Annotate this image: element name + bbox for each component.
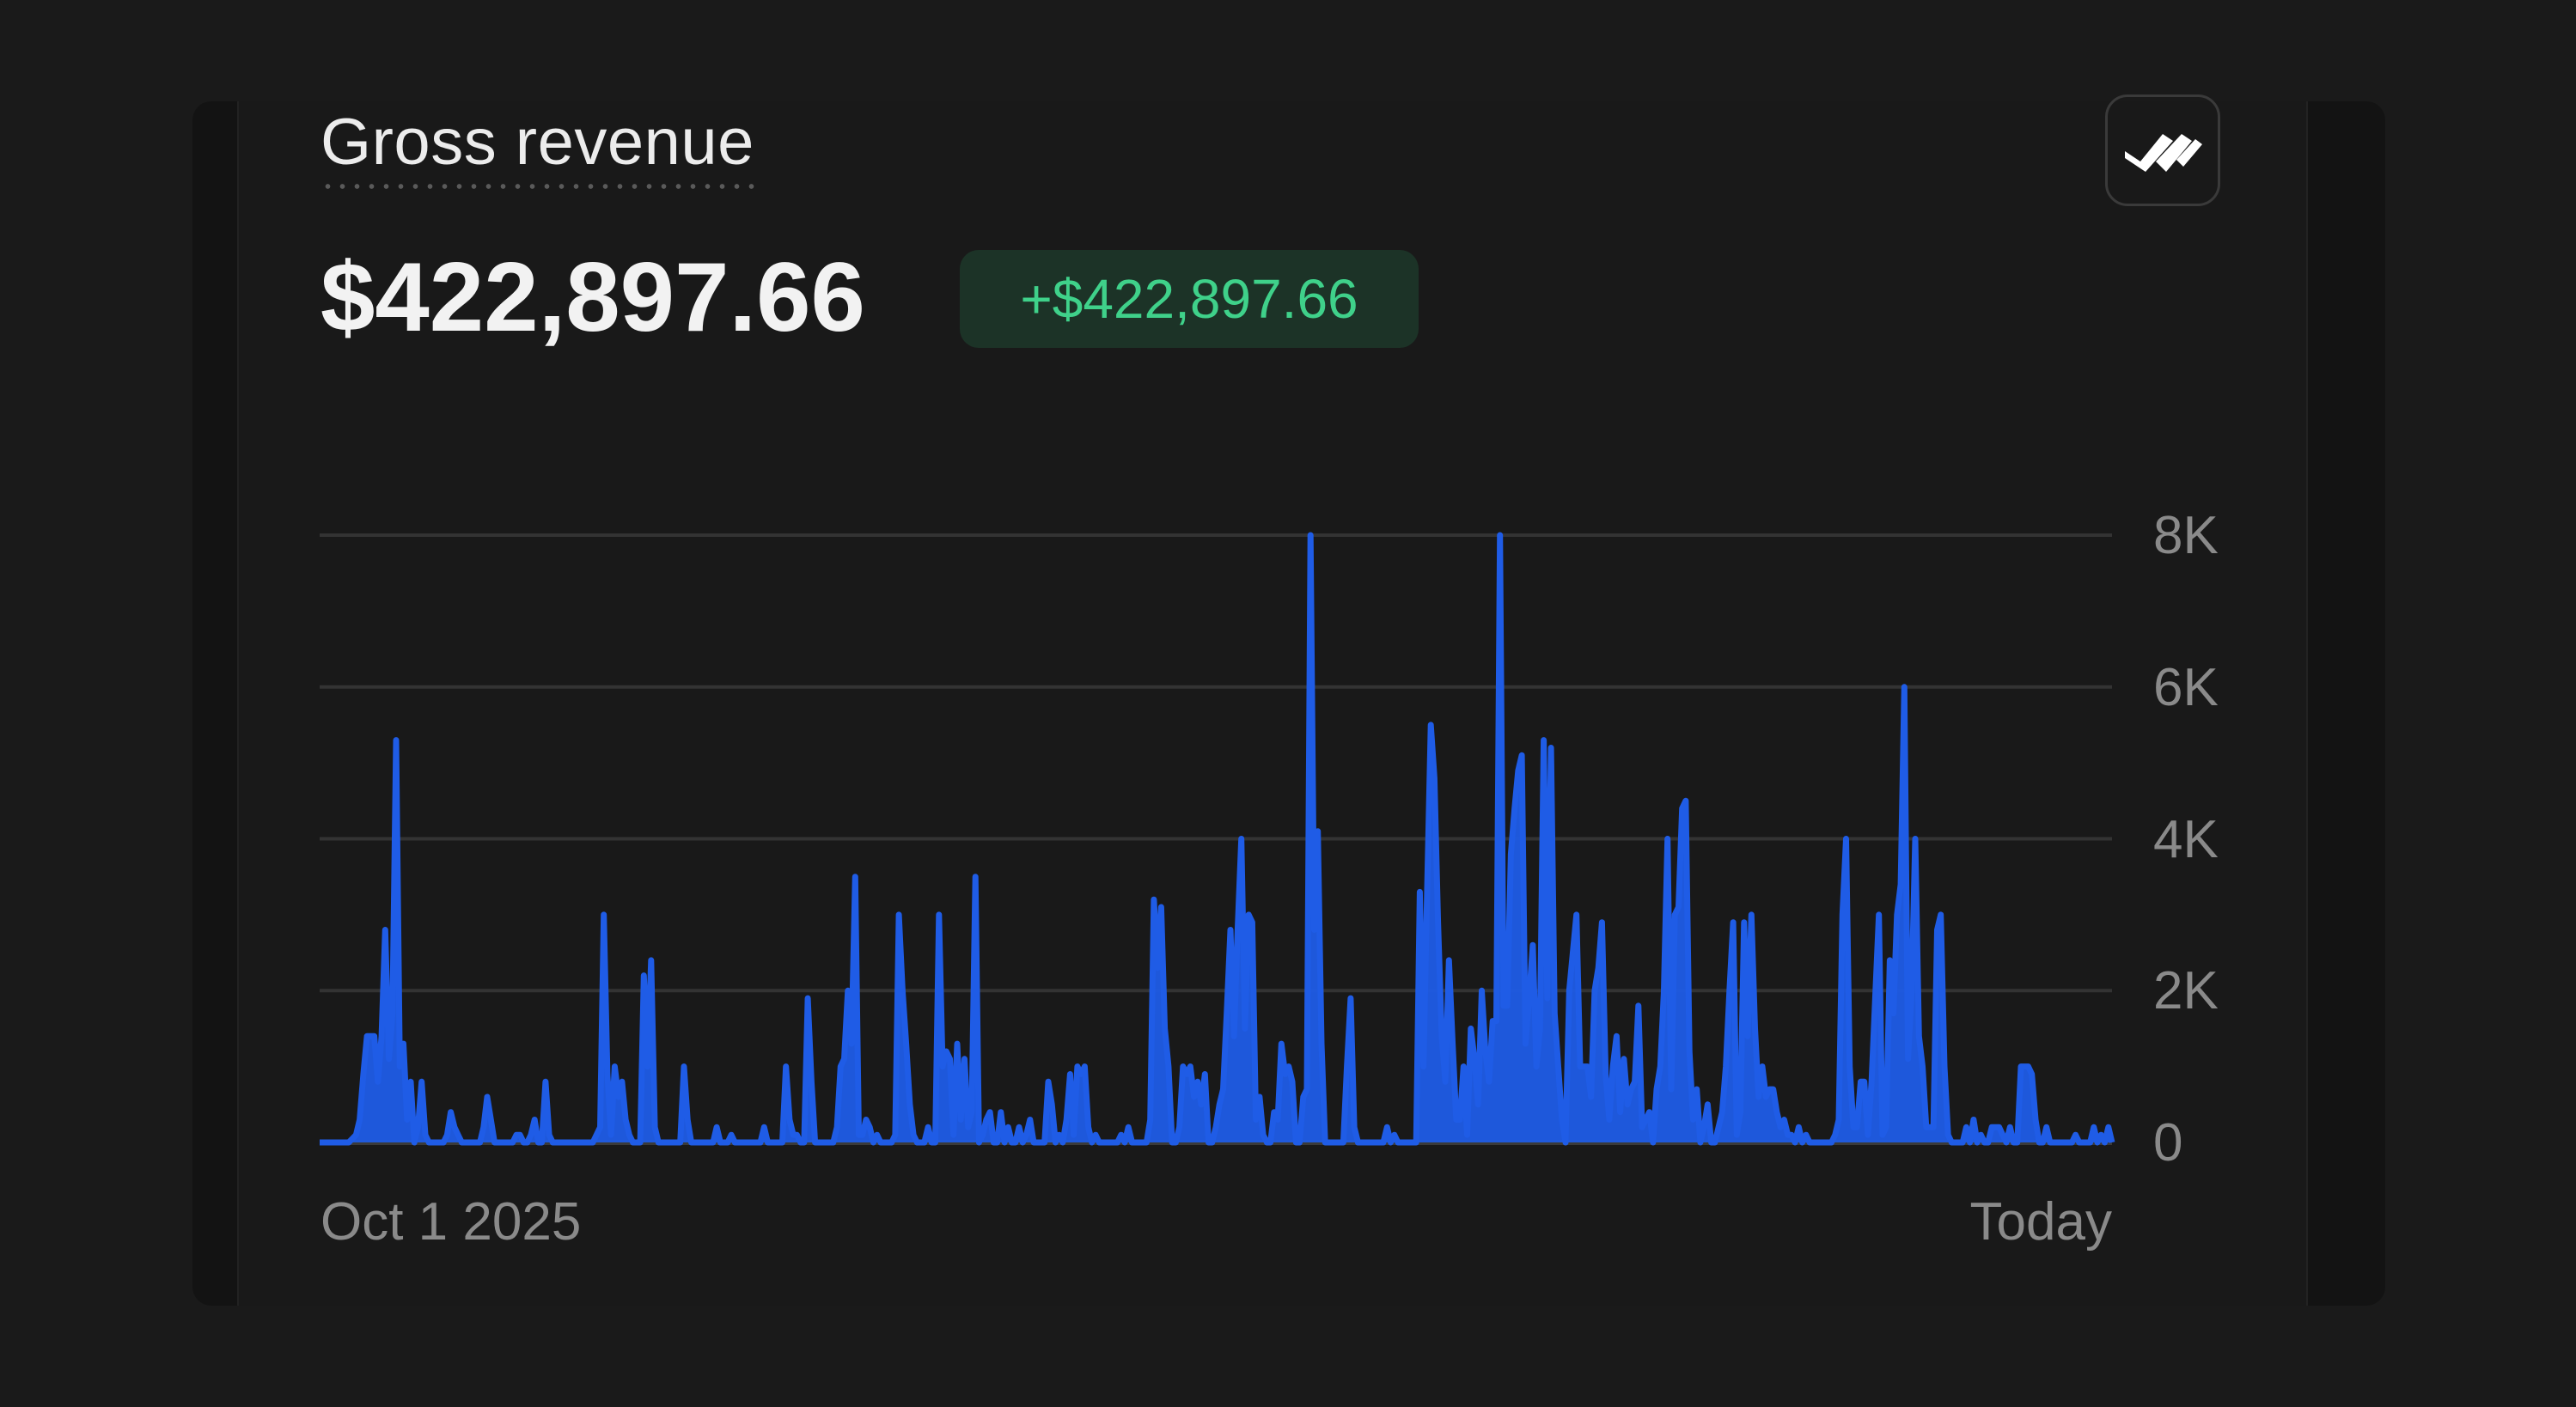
- change-badge: +$422,897.66: [960, 250, 1419, 348]
- y-tick-label: 0: [2153, 1117, 2183, 1170]
- brand-icon-button[interactable]: [2105, 94, 2220, 206]
- x-axis-end-label: Today: [1969, 1192, 2112, 1252]
- y-tick-label: 4K: [2153, 813, 2219, 867]
- revenue-amount: $422,897.66: [320, 243, 865, 352]
- x-axis-start-label: Oct 1 2025: [320, 1192, 582, 1252]
- y-tick-label: 2K: [2153, 965, 2219, 1019]
- y-tick-label: 8K: [2153, 509, 2219, 563]
- y-tick-label: 6K: [2153, 661, 2219, 715]
- checkmarks-logo-icon: [2125, 134, 2202, 172]
- card-title[interactable]: Gross revenue: [320, 110, 754, 191]
